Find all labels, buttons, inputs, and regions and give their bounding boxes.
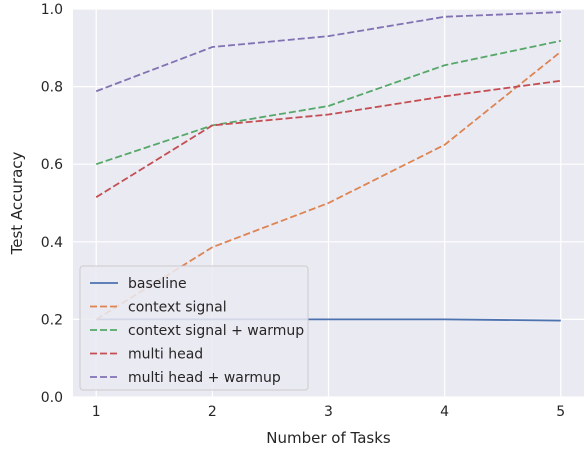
y-axis-label: Test Accuracy: [8, 151, 26, 255]
x-axis-ticks: 1 2 3 4 5: [92, 404, 565, 420]
x-axis-label: Number of Tasks: [266, 429, 391, 447]
y-tick-label: 0.4: [41, 235, 63, 251]
y-tick-label: 0.6: [41, 157, 63, 173]
series-lines: [95, 11, 562, 322]
y-axis-ticks: 0.0 0.2 0.4 0.6 0.8 1.0: [41, 2, 63, 406]
y-tick-label: 0.0: [41, 390, 63, 406]
legend-label: context signal: [128, 300, 227, 316]
x-tick-label: 1: [92, 404, 101, 420]
legend-label: baseline: [128, 276, 187, 292]
x-tick-label: 5: [556, 404, 565, 420]
y-tick-label: 0.8: [41, 80, 63, 96]
series-line-3: [95, 79, 561, 198]
y-tick-label: 1.0: [41, 2, 63, 18]
legend-box: [79, 265, 309, 391]
y-tick-label: 0.2: [41, 312, 63, 328]
series-line-2: [95, 39, 561, 166]
x-tick-label: 4: [440, 404, 449, 420]
x-tick-label: 3: [324, 404, 333, 420]
x-tick-label: 2: [208, 404, 217, 420]
series-line-4: [95, 11, 561, 93]
legend-label: context signal + warmup: [128, 323, 304, 339]
legend: baseline context signal context signal + w…: [79, 265, 309, 391]
legend-label: multi head: [128, 347, 203, 363]
legend-label: multi head + warmup: [128, 370, 281, 386]
